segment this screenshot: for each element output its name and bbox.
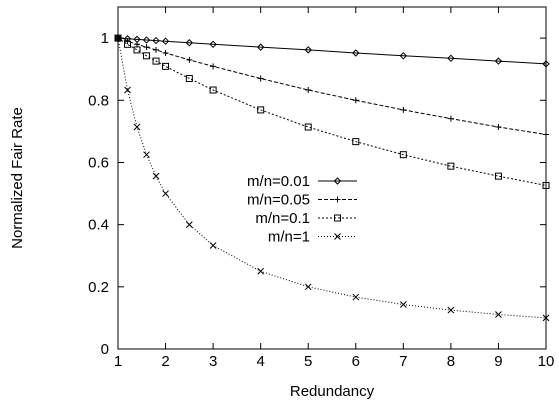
data-point bbox=[186, 56, 193, 63]
data-point bbox=[124, 40, 132, 48]
data-point bbox=[162, 190, 169, 197]
legend-marker bbox=[334, 233, 341, 240]
data-point bbox=[152, 172, 160, 180]
ticks-layer: 1 2 3 4 5 6 7 8 9 10 0 0.2 0.4 0.6 0.8 1 bbox=[88, 7, 554, 370]
data-point bbox=[142, 36, 151, 44]
data-point bbox=[162, 50, 169, 57]
y-tick-label: 1 bbox=[101, 30, 109, 47]
legend-item: m/n=0.01 bbox=[247, 173, 357, 190]
legend-label: m/n=1 bbox=[268, 229, 310, 246]
x-tick-label: 6 bbox=[352, 353, 360, 370]
data-point bbox=[447, 162, 455, 170]
legend-label: m/n=0.01 bbox=[247, 173, 310, 190]
data-point bbox=[133, 123, 141, 131]
data-point bbox=[400, 106, 407, 113]
series-2 bbox=[114, 34, 550, 189]
data-point bbox=[352, 138, 360, 146]
data-point bbox=[304, 46, 312, 54]
data-point bbox=[185, 75, 193, 83]
y-tick-label: 0 bbox=[101, 341, 109, 358]
data-point bbox=[305, 87, 312, 94]
data-point bbox=[257, 267, 265, 275]
data-point bbox=[133, 46, 141, 54]
data-point bbox=[124, 86, 131, 94]
data-point bbox=[494, 57, 503, 65]
data-point bbox=[209, 40, 217, 49]
series-line bbox=[117, 37, 547, 65]
x-tick-label: 8 bbox=[447, 353, 455, 370]
data-point bbox=[399, 151, 407, 159]
legend-label: m/n=0.05 bbox=[247, 192, 310, 209]
y-tick-label: 0.4 bbox=[88, 217, 109, 234]
x-axis-label: Redundancy bbox=[290, 383, 375, 400]
data-point bbox=[143, 151, 150, 159]
x-tick-label: 10 bbox=[538, 353, 555, 370]
data-point bbox=[134, 41, 141, 48]
x-tick-label: 5 bbox=[304, 353, 312, 370]
data-point bbox=[209, 242, 217, 249]
x-tick-label: 9 bbox=[494, 353, 502, 370]
data-point bbox=[304, 283, 312, 291]
series-3 bbox=[114, 34, 550, 322]
data-point bbox=[257, 106, 265, 114]
series-layer bbox=[114, 34, 550, 322]
legend: m/n=0.01 m/n=0.05m/n=0.1 m/n=1 bbox=[247, 173, 357, 246]
legend-marker bbox=[334, 196, 341, 203]
data-point bbox=[152, 36, 160, 45]
legend-marker bbox=[334, 214, 341, 222]
series-1 bbox=[115, 35, 549, 138]
data-point bbox=[162, 62, 170, 70]
data-point bbox=[495, 311, 502, 318]
data-point bbox=[399, 52, 408, 60]
plot-frame bbox=[117, 6, 547, 350]
x-tick-label: 7 bbox=[399, 353, 407, 370]
x-tick-label: 1 bbox=[114, 353, 122, 370]
data-point bbox=[495, 124, 502, 131]
data-point bbox=[399, 301, 407, 308]
series-line bbox=[117, 37, 547, 135]
legend-item: m/n=0.05 bbox=[247, 192, 357, 209]
y-tick-label: 0.2 bbox=[88, 279, 109, 296]
data-point bbox=[447, 115, 454, 122]
data-point bbox=[152, 57, 160, 65]
x-tick-label: 2 bbox=[161, 353, 169, 370]
legend-label: m/n=0.1 bbox=[255, 210, 310, 227]
y-tick-label: 0.6 bbox=[88, 154, 109, 171]
data-point bbox=[447, 306, 455, 314]
legend-item: m/n=1 bbox=[268, 229, 357, 246]
data-point bbox=[143, 52, 151, 60]
data-point bbox=[257, 75, 264, 82]
data-point bbox=[153, 46, 160, 53]
data-point bbox=[352, 49, 360, 57]
data-point bbox=[185, 221, 193, 228]
y-tick-label: 0.8 bbox=[88, 92, 109, 109]
legend-item: m/n=0.1 bbox=[255, 210, 357, 227]
data-point bbox=[161, 37, 170, 45]
data-point bbox=[494, 172, 502, 180]
series-line bbox=[117, 37, 547, 319]
data-point bbox=[209, 86, 217, 94]
data-point bbox=[185, 39, 194, 47]
series-line bbox=[117, 37, 547, 186]
x-tick-label: 3 bbox=[209, 353, 217, 370]
data-point bbox=[210, 63, 217, 70]
data-point bbox=[447, 54, 455, 63]
data-point bbox=[304, 123, 312, 131]
data-point bbox=[256, 43, 265, 51]
x-tick-label: 4 bbox=[256, 353, 264, 370]
legend-marker bbox=[333, 177, 342, 185]
y-axis-label: Normalized Fair Rate bbox=[9, 107, 26, 249]
data-point bbox=[352, 293, 360, 301]
series-0 bbox=[114, 34, 550, 68]
data-point bbox=[352, 97, 359, 104]
data-point bbox=[143, 44, 150, 51]
